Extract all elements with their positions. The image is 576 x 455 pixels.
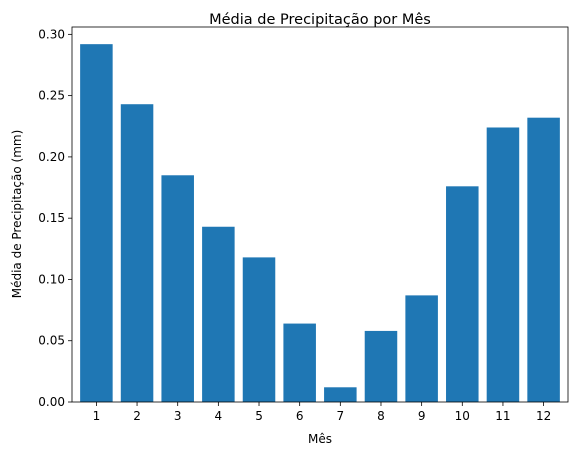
y-tick-label: 0.00 bbox=[38, 395, 65, 409]
x-tick-label: 6 bbox=[296, 409, 304, 423]
y-tick-label: 0.15 bbox=[38, 211, 65, 225]
x-tick-label: 10 bbox=[455, 409, 470, 423]
bar-month-4 bbox=[202, 226, 235, 402]
plot-frame bbox=[71, 26, 569, 403]
y-axis-label: Média de Precipitação (mm) bbox=[10, 130, 24, 299]
x-tick-label: 9 bbox=[418, 409, 426, 423]
bar-month-2 bbox=[120, 104, 154, 403]
x-tick-label: 8 bbox=[377, 409, 385, 423]
y-tick-label: 0.10 bbox=[38, 272, 65, 286]
bar-month-1 bbox=[80, 44, 113, 402]
chart-title: Média de Precipitação por Mês bbox=[209, 12, 431, 28]
x-tick-label: 4 bbox=[215, 409, 223, 423]
y-tick-label: 0.20 bbox=[38, 150, 65, 164]
bar-month-3 bbox=[161, 175, 194, 402]
x-tick-label: 1 bbox=[93, 409, 101, 423]
y-tick-label: 0.25 bbox=[38, 89, 65, 103]
x-tick-label: 7 bbox=[337, 409, 345, 423]
bar-month-9 bbox=[405, 295, 438, 402]
x-axis: 1 2 3 4 5 6 7 8 9 10 11 12 bbox=[93, 402, 551, 423]
y-axis: 0.00 0.05 0.10 0.15 0.20 0.25 0.30 bbox=[38, 27, 72, 409]
bar-month-11 bbox=[486, 127, 520, 403]
x-tick-label: 5 bbox=[255, 409, 263, 423]
x-tick-label: 11 bbox=[495, 409, 510, 423]
x-tick-label: 3 bbox=[174, 409, 182, 423]
bar-month-6 bbox=[283, 323, 316, 402]
y-tick-label: 0.30 bbox=[38, 27, 65, 41]
bar-month-5 bbox=[242, 257, 276, 402]
x-axis-label: Mês bbox=[308, 432, 332, 446]
bar-month-12 bbox=[527, 117, 560, 402]
bar-month-8 bbox=[364, 330, 398, 402]
bar-month-7 bbox=[324, 387, 357, 402]
y-tick-label: 0.05 bbox=[38, 334, 65, 348]
x-tick-label: 12 bbox=[536, 409, 551, 423]
bar-month-10 bbox=[446, 186, 479, 402]
x-tick-label: 2 bbox=[133, 409, 141, 423]
plot-area bbox=[80, 44, 560, 403]
